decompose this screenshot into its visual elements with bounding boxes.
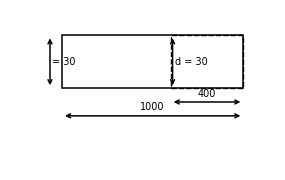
Text: 1000: 1000 (141, 102, 165, 112)
Text: d = 30: d = 30 (175, 57, 208, 67)
Text: = 30: = 30 (52, 57, 76, 67)
Bar (62, 35, 243, 88)
Bar (171, 35, 243, 88)
Text: 400: 400 (198, 89, 216, 98)
